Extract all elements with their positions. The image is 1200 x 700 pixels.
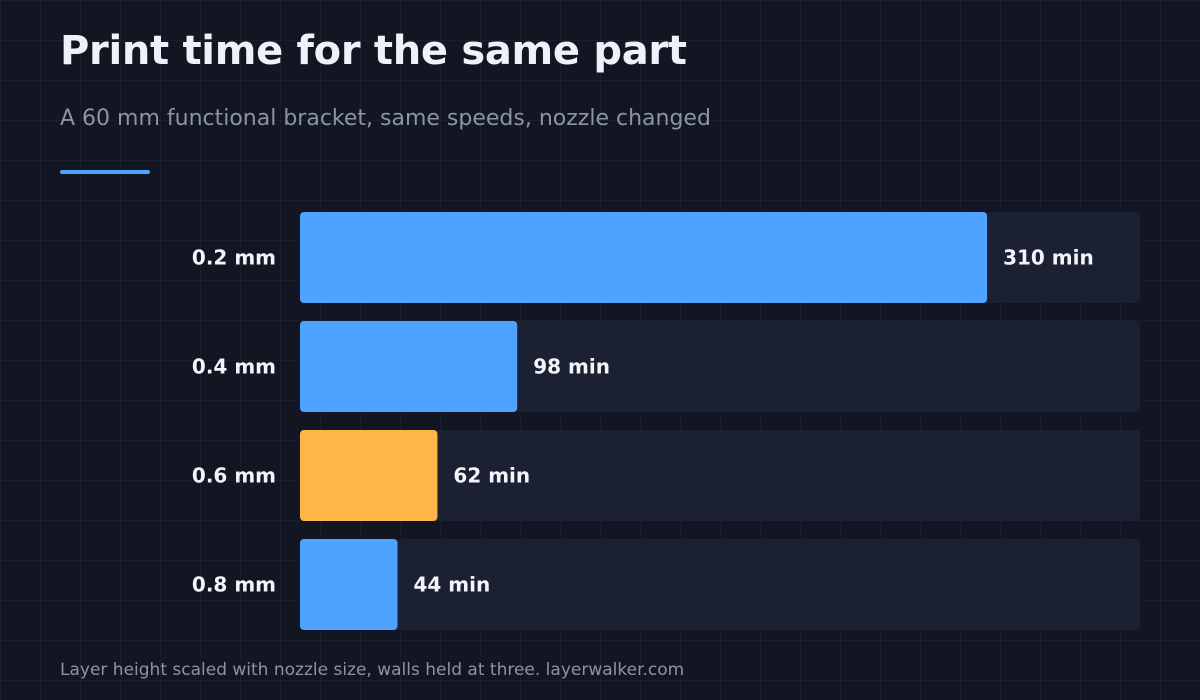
category-label: 0.8 mm — [192, 573, 276, 597]
value-label: 62 min — [453, 464, 530, 488]
value-label: 98 min — [533, 355, 610, 379]
category-label: 0.6 mm — [192, 464, 276, 488]
value-label: 44 min — [414, 573, 491, 597]
category-label: 0.2 mm — [192, 246, 276, 270]
page-subtitle: A 60 mm functional bracket, same speeds,… — [60, 106, 711, 131]
accent-rule — [60, 170, 150, 174]
bar — [300, 430, 438, 521]
bar — [300, 539, 398, 630]
bar — [300, 212, 988, 303]
bar-track — [300, 539, 1140, 630]
category-label: 0.4 mm — [192, 355, 276, 379]
value-label: 310 min — [1003, 246, 1094, 270]
footer-note: Layer height scaled with nozzle size, wa… — [60, 660, 685, 680]
bar-track — [300, 430, 1140, 521]
page-title: Print time for the same part — [60, 28, 687, 74]
bar — [300, 321, 518, 412]
